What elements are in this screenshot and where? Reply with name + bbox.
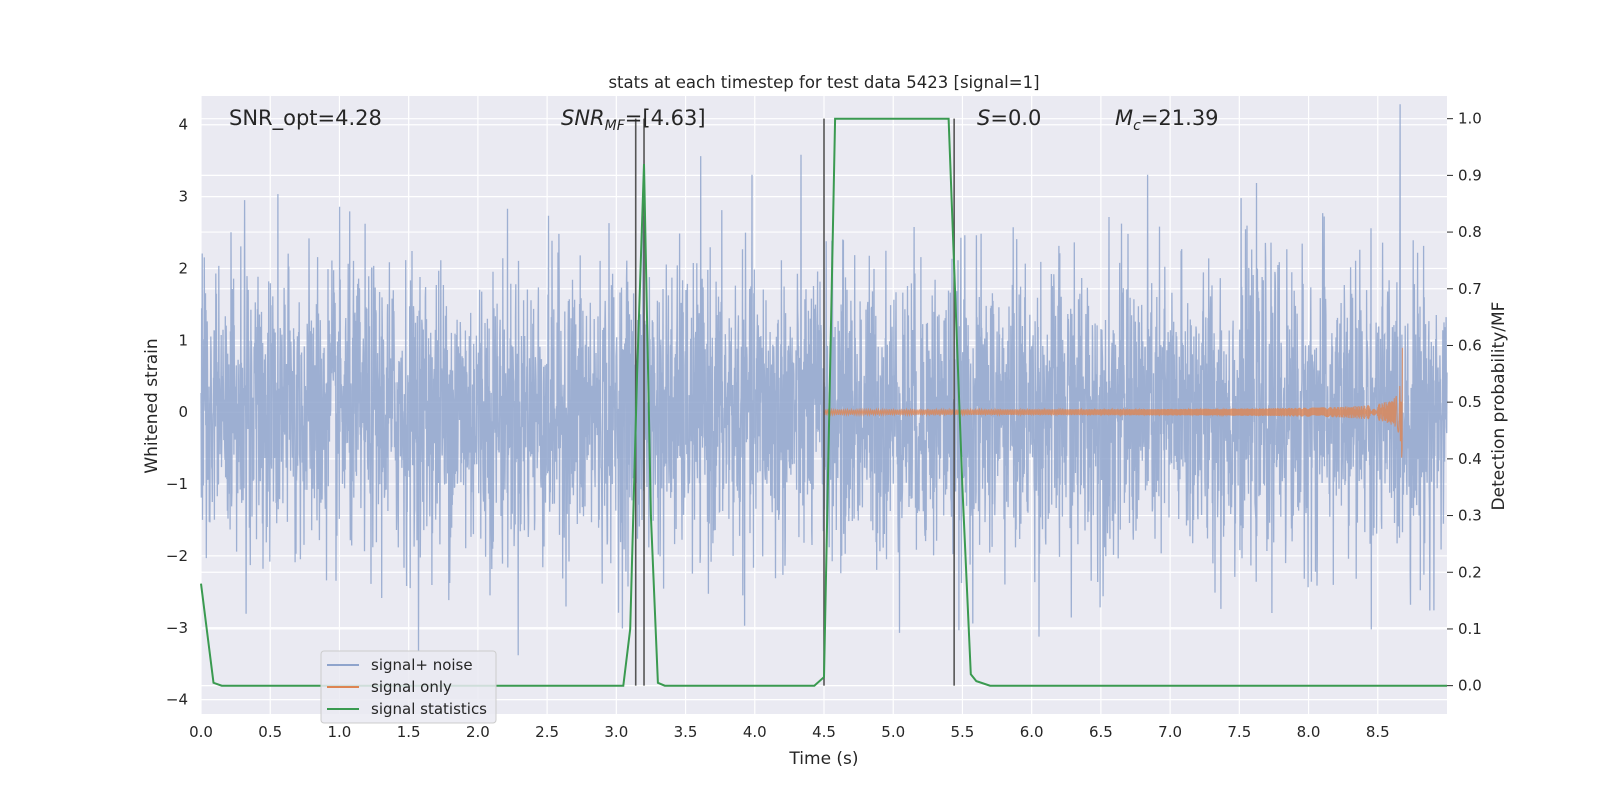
y-tick-label: −2	[166, 547, 188, 565]
y-axis-ticks: 4 3 2 1 0 −1 −2 −3 −4	[166, 116, 188, 709]
s-var: S	[977, 106, 990, 130]
mc-annotation: Mc=21.39	[1115, 106, 1219, 134]
signal-statistics-series	[200, 117, 1447, 687]
snr-mf-base: SNR	[561, 106, 605, 130]
y-tick-label: 1	[178, 331, 188, 349]
y2-tick-label: 0.6	[1458, 336, 1482, 354]
signal-only-series	[823, 347, 1403, 458]
mc-var: M	[1115, 106, 1133, 130]
legend: signal+ noise signal only signal statist…	[320, 650, 497, 724]
y-tick-label: 3	[178, 188, 188, 206]
y2-axis-label: Detection probability/MF	[1489, 302, 1509, 511]
y2-tick-label: 0.4	[1458, 450, 1482, 468]
y2-tick-label: 0.0	[1458, 677, 1482, 695]
y-axis-label: Whitened strain	[142, 338, 162, 473]
y-tick-label: −1	[166, 475, 188, 493]
y2-tick-label: 0.5	[1458, 393, 1482, 411]
y2-axis-ticks: 1.0 0.9 0.8 0.7 0.6 0.5 0.4 0.3 0.2 0.1 0.0	[1447, 110, 1482, 695]
x-tick-label: 2.5	[535, 723, 559, 741]
mc-sub: c	[1133, 118, 1141, 134]
x-axis-ticks: 0.0 0.5 1.0 1.5 2.0 2.5 3.0 3.5 4.0 4.5 5.0 5.5 6.0 6…	[189, 723, 1390, 741]
x-tick-label: 8.0	[1297, 723, 1321, 741]
x-tick-label: 0.5	[258, 723, 282, 741]
x-tick-label: 4.0	[743, 723, 767, 741]
legend-label-stats: signal statistics	[371, 700, 487, 718]
x-tick-label: 6.5	[1089, 723, 1113, 741]
snr-mf-annotation: SNRMF=[4.63]	[561, 106, 706, 134]
snr-opt-annotation: SNR_opt=4.28	[229, 106, 382, 131]
x-tick-label: 7.5	[1227, 723, 1251, 741]
x-tick-label: 5.0	[881, 723, 905, 741]
legend-label-noise: signal+ noise	[371, 656, 473, 674]
x-tick-label: 3.5	[674, 723, 698, 741]
x-axis-label: Time (s)	[788, 749, 858, 769]
x-tick-label: 4.5	[812, 723, 836, 741]
snr-mf-rest: =[4.63]	[625, 106, 706, 130]
y-tick-label: 2	[178, 259, 188, 277]
x-tick-label: 3.0	[604, 723, 628, 741]
s-annotation: S=0.0	[977, 106, 1041, 130]
mc-rest: =21.39	[1141, 106, 1219, 130]
x-tick-label: 8.5	[1366, 723, 1390, 741]
y2-tick-label: 0.1	[1458, 620, 1482, 638]
x-tick-label: 2.0	[466, 723, 490, 741]
y2-tick-label: 0.7	[1458, 280, 1482, 298]
y-tick-label: −4	[166, 691, 188, 709]
y2-tick-label: 0.2	[1458, 563, 1482, 581]
y2-tick-label: 1.0	[1458, 110, 1482, 128]
x-tick-label: 1.5	[397, 723, 421, 741]
s-rest: =0.0	[990, 106, 1041, 130]
statistics-line	[200, 117, 1447, 687]
snr-mf-sub: MF	[605, 118, 626, 134]
x-tick-label: 1.0	[328, 723, 352, 741]
y2-tick-label: 0.3	[1458, 507, 1482, 525]
x-tick-label: 0.0	[189, 723, 213, 741]
x-tick-label: 6.0	[1020, 723, 1044, 741]
chart-title: stats at each timestep for test data 542…	[608, 73, 1039, 92]
x-tick-label: 5.5	[951, 723, 975, 741]
y2-tick-label: 0.9	[1458, 166, 1482, 184]
y-tick-label: −3	[166, 619, 188, 637]
legend-box	[320, 650, 497, 724]
y2-tick-label: 0.8	[1458, 223, 1482, 241]
x-tick-label: 7.0	[1158, 723, 1182, 741]
signal-line	[823, 347, 1403, 458]
legend-label-signal: signal only	[371, 678, 452, 696]
y-tick-label: 0	[178, 403, 188, 421]
y-tick-label: 4	[178, 116, 188, 134]
